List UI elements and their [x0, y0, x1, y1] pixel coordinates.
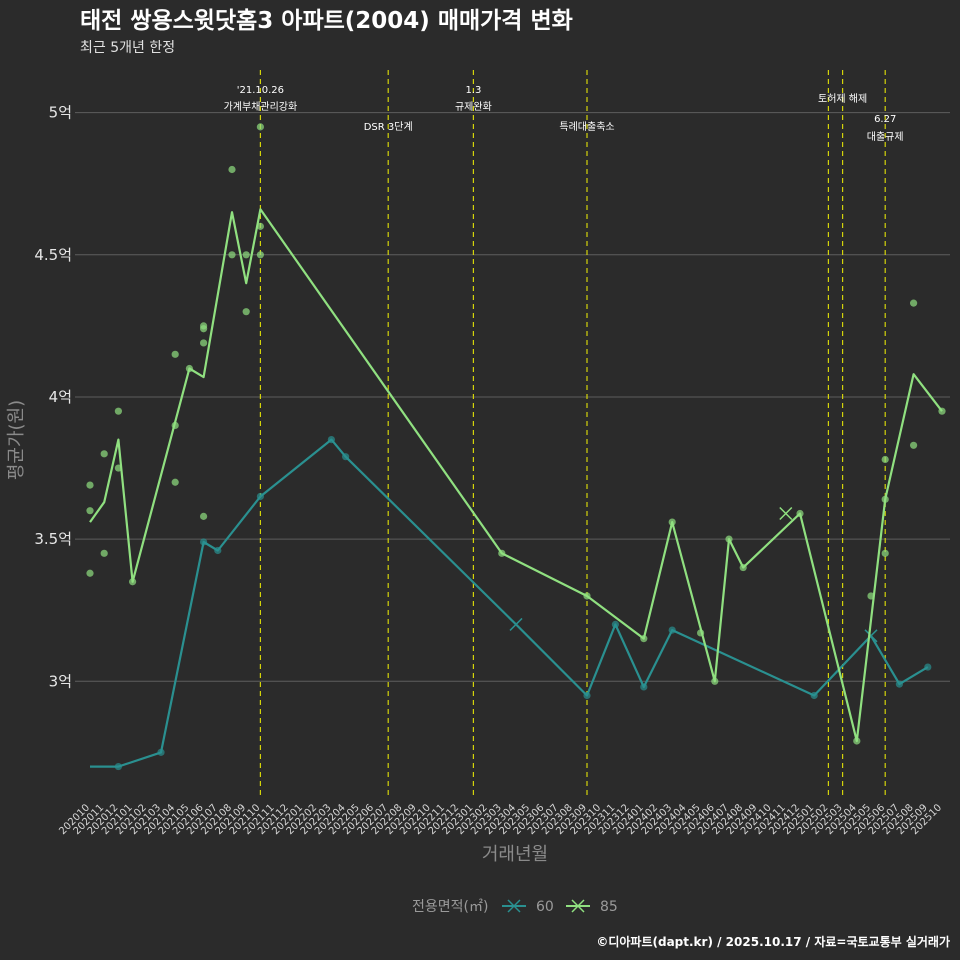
data-point-85	[171, 421, 179, 429]
data-point-60	[810, 691, 818, 700]
chart-title: 태전 쌍용스윗닷홈3 아파트(2004) 매매가격 변화	[80, 8, 573, 34]
data-point-85	[725, 535, 733, 543]
y-tick-label: 3.5억	[34, 530, 72, 548]
data-point-85	[938, 407, 946, 415]
data-point-60	[256, 492, 264, 501]
y-tick-label: 4억	[49, 388, 72, 406]
data-point-85	[796, 509, 804, 518]
data-point-60	[200, 538, 208, 546]
event-label: '21.10.26	[237, 85, 284, 96]
event-label: 6.27	[874, 114, 896, 125]
data-point-85	[129, 578, 137, 586]
event-label: 토허제 해제	[818, 92, 867, 105]
data-point-85	[853, 737, 861, 745]
data-point-85	[171, 478, 179, 486]
data-point-85	[228, 165, 236, 174]
legend-title: 전용면적(㎡)	[412, 899, 488, 915]
data-point-85	[114, 407, 122, 415]
chart-subtitle: 최근 5개년 한정	[80, 40, 175, 56]
data-point-85	[86, 569, 94, 577]
y-tick-label: 3억	[49, 672, 72, 690]
data-point-60	[342, 453, 350, 461]
data-point-85	[242, 251, 250, 259]
data-point-85	[640, 635, 648, 643]
data-point-85	[200, 339, 208, 347]
data-point-85	[256, 123, 264, 131]
event-label: 1.3	[465, 85, 481, 96]
series-line-60	[90, 438, 929, 768]
data-point-85	[86, 481, 94, 489]
data-point-85	[867, 592, 875, 600]
legend-cross-85	[571, 899, 585, 913]
data-point-85	[114, 464, 122, 472]
event-label: 특례대출축소	[559, 121, 614, 133]
cross-point-60	[864, 629, 878, 643]
data-point-85	[86, 507, 94, 515]
data-point-60	[583, 691, 591, 700]
legend-label-85: 85	[600, 899, 618, 915]
gridlines	[75, 112, 950, 682]
data-point-60	[668, 626, 676, 634]
data-point-85	[739, 563, 747, 572]
data-point-85	[100, 549, 108, 557]
legend-label-60: 60	[536, 899, 554, 915]
data-point-85	[583, 592, 591, 600]
data-point-85	[228, 251, 236, 259]
data-point-60	[214, 546, 222, 555]
data-point-85	[711, 677, 719, 685]
series-line-85	[89, 208, 943, 743]
data-point-85	[668, 518, 676, 526]
data-point-85	[498, 549, 506, 557]
data-point-60	[895, 680, 904, 688]
y-axis-ticks: 3억 3.5억 4억 4.5억 5억	[34, 104, 72, 691]
event-label: DSR 3단계	[364, 121, 413, 133]
legend-cross-60	[507, 899, 521, 913]
event-label: 가계부채관리강화	[224, 101, 298, 113]
data-point-85	[910, 299, 918, 307]
cross-point-60	[509, 617, 523, 631]
data-point-85	[910, 441, 918, 449]
data-point-85	[100, 450, 108, 458]
x-axis-label: 거래년월	[482, 844, 548, 865]
data-point-85	[881, 549, 889, 557]
data-point-85	[200, 322, 208, 330]
y-axis-label: 평균가(원)	[6, 400, 27, 480]
series	[86, 123, 946, 771]
data-point-60	[924, 663, 932, 671]
data-point-85	[200, 512, 208, 520]
data-point-60	[114, 762, 122, 771]
x-axis-ticks: 2020102020112020122021012021022021032021…	[57, 802, 944, 837]
data-point-85	[256, 251, 264, 259]
data-point-85	[881, 455, 889, 464]
data-point-85	[185, 364, 193, 373]
data-point-60	[640, 683, 648, 691]
data-point-85	[171, 350, 179, 358]
data-point-85	[256, 222, 264, 230]
event-label: 규제완화	[455, 101, 492, 113]
caption: ©디아파트(dapt.kr) / 2025.10.17 / 자료=국토교통부 실…	[596, 934, 950, 949]
data-point-85	[242, 308, 250, 316]
data-point-60	[611, 620, 620, 629]
legend: 전용면적(㎡) 60 85	[412, 899, 618, 915]
data-point-60	[157, 748, 165, 756]
y-tick-label: 4.5억	[34, 246, 72, 264]
event-label: 대출규제	[867, 131, 904, 143]
data-point-85	[697, 629, 705, 637]
y-tick-label: 5억	[49, 104, 72, 122]
cross-point-85	[779, 506, 793, 521]
data-point-60	[327, 436, 335, 444]
data-point-85	[881, 495, 889, 503]
